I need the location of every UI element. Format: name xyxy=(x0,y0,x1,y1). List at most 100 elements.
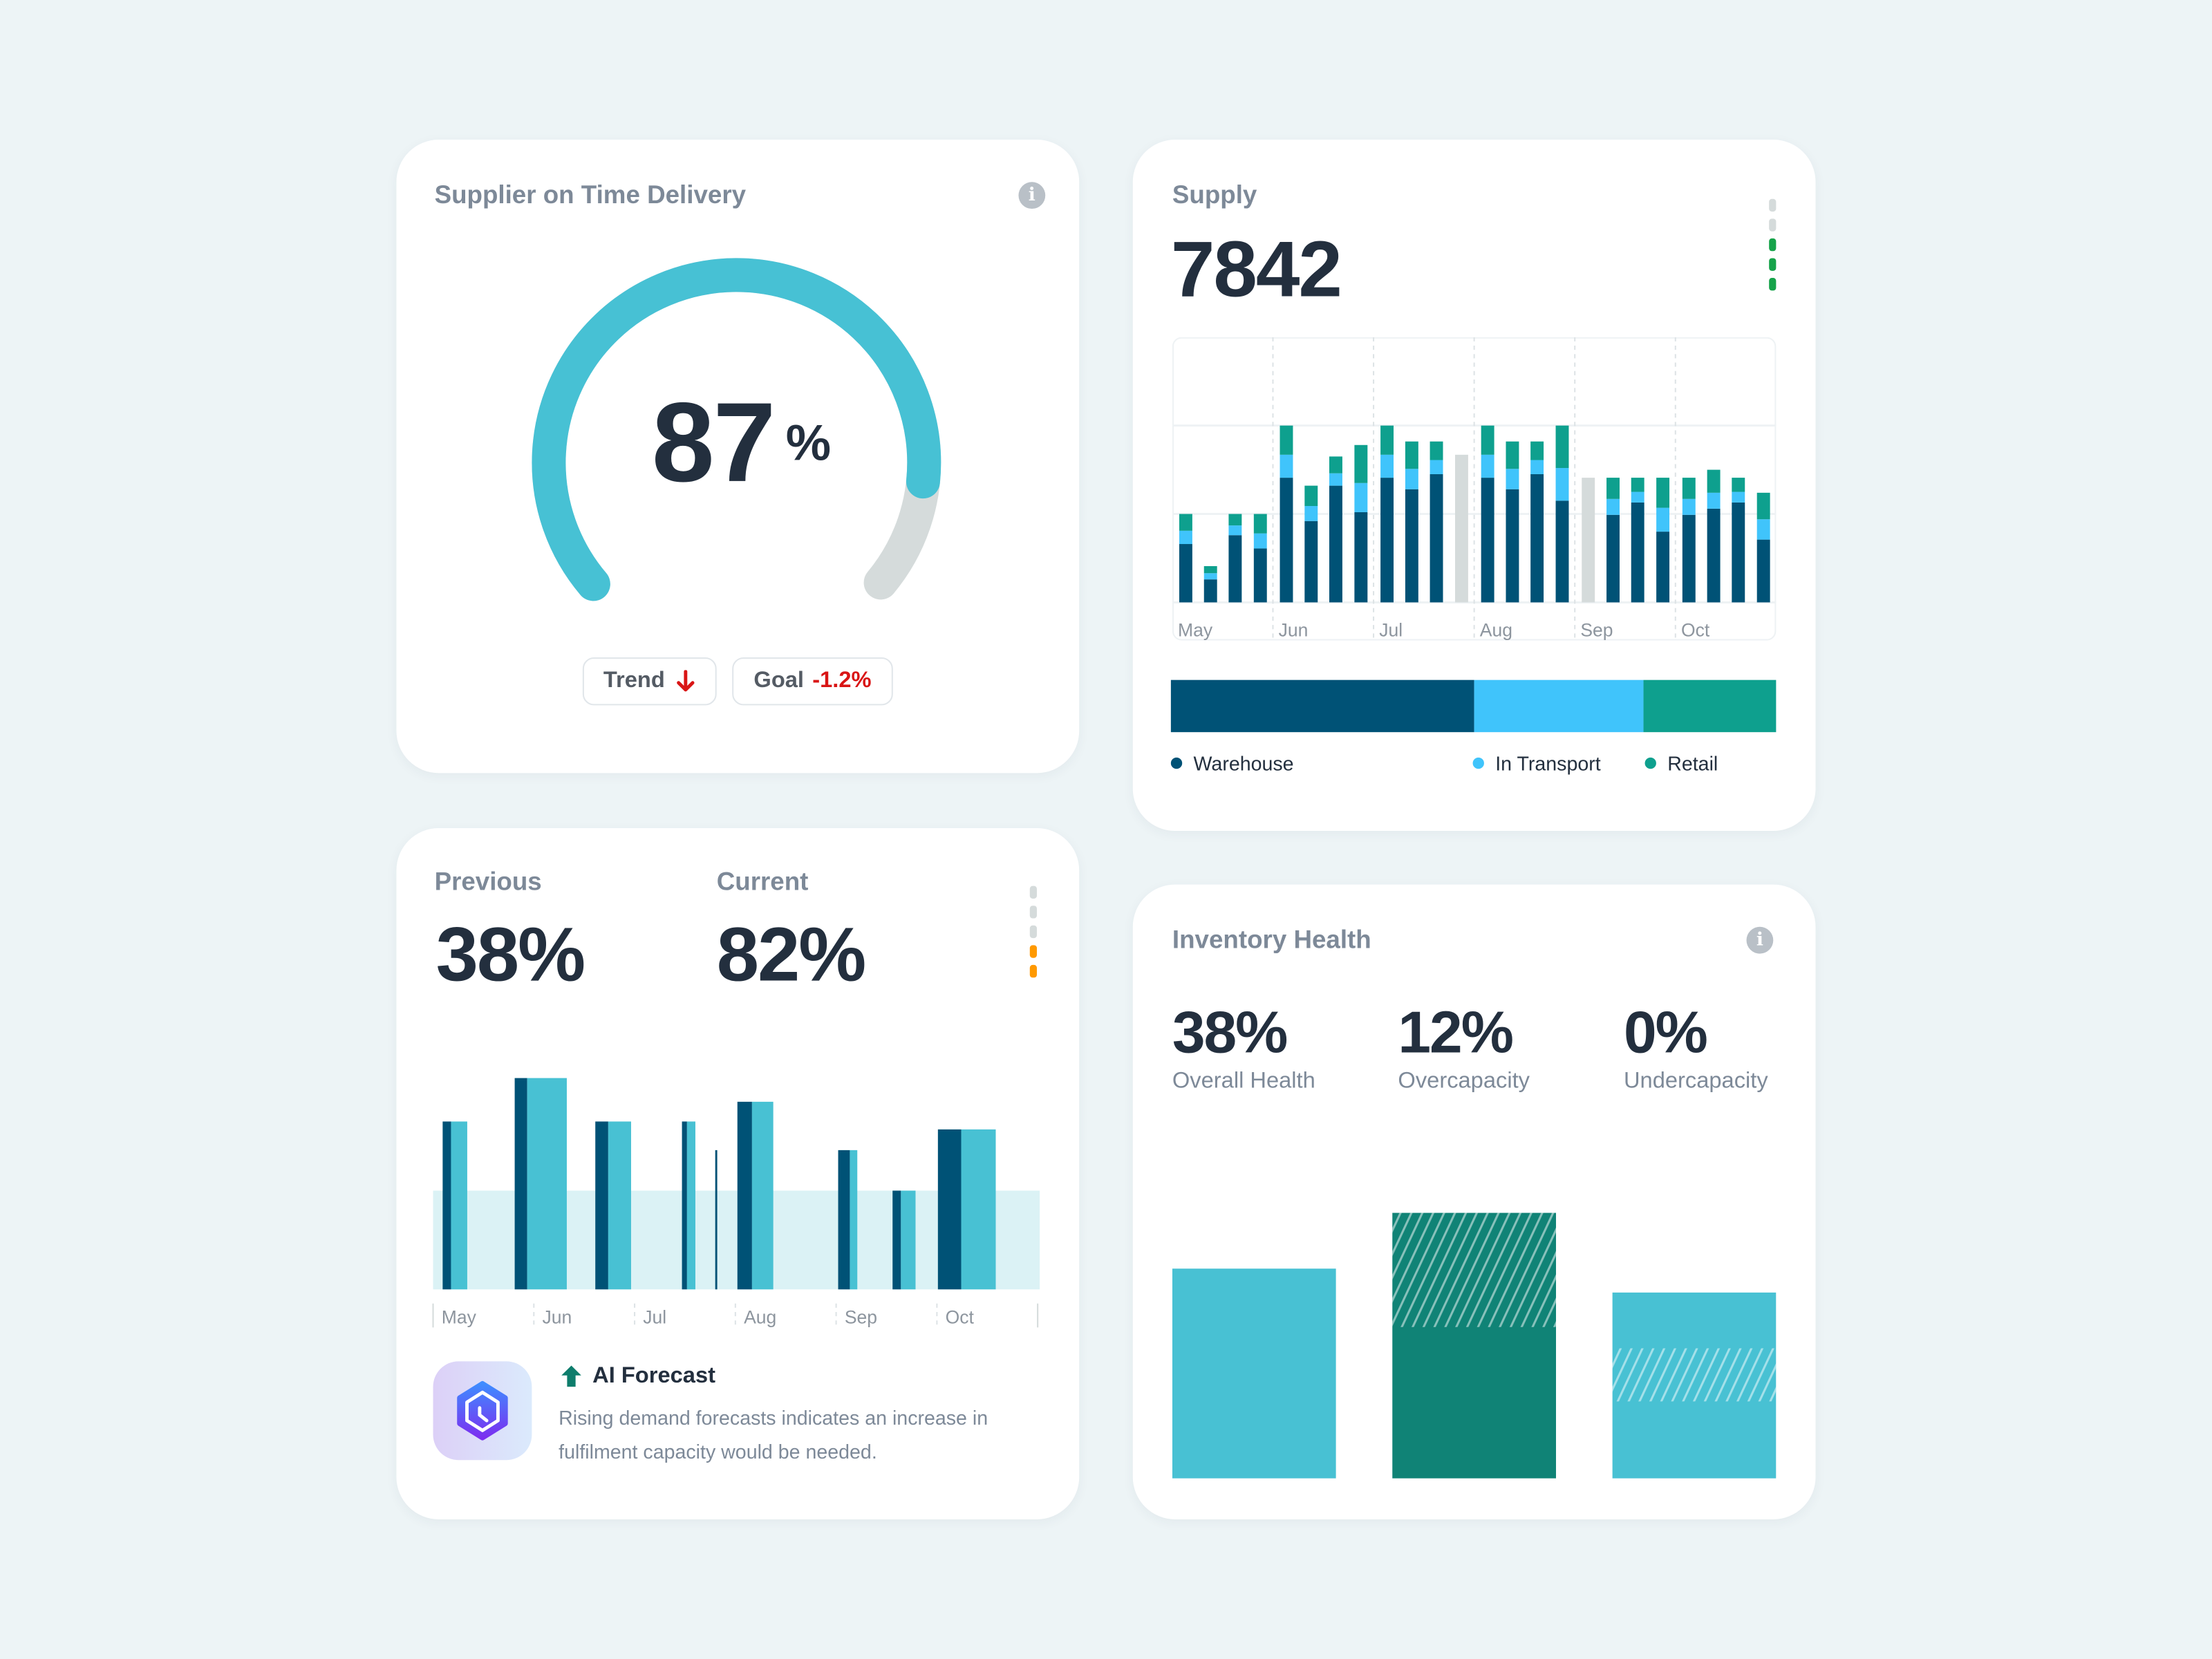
stat-overall-health-value: 38% xyxy=(1172,998,1288,1065)
x-tick-label: Aug xyxy=(1480,619,1512,640)
inventory-title: Inventory Health xyxy=(1172,925,1371,954)
x-tick-label: May xyxy=(1178,619,1213,640)
current-bar xyxy=(751,1101,774,1290)
warehouse-share xyxy=(1170,679,1474,733)
retail-bar-segment xyxy=(1631,478,1644,492)
ai-forecast-title: AI Forecast xyxy=(592,1364,715,1389)
retail-bar-segment xyxy=(1179,514,1192,531)
x-tick-label: Jun xyxy=(543,1306,572,1327)
retail-bar-segment xyxy=(1430,441,1443,460)
in-transport-bar-segment xyxy=(1304,506,1318,521)
in-transport-bar-segment xyxy=(1631,491,1644,503)
in-transport-share xyxy=(1473,679,1643,733)
pending-bar-segment xyxy=(1454,454,1468,603)
pending-bar-segment xyxy=(1582,478,1595,603)
in-transport-bar-segment xyxy=(1380,454,1394,478)
retail-dot xyxy=(1644,757,1656,769)
indicator-segment xyxy=(1029,925,1036,939)
x-tick-label: Jun xyxy=(1279,619,1309,640)
in-transport-bar-segment xyxy=(1606,498,1620,515)
current-bar xyxy=(686,1121,695,1290)
indicator-segment xyxy=(1029,945,1036,958)
current-bar xyxy=(961,1129,996,1290)
current-bar xyxy=(527,1078,567,1290)
stat-undercapacity-value: 0% xyxy=(1623,998,1708,1065)
supply-title: Supply xyxy=(1172,180,1257,209)
arrow-down-icon xyxy=(677,670,695,692)
retail-bar-segment xyxy=(1506,441,1519,469)
retail-bar-segment xyxy=(1280,425,1293,455)
in-transport-bar-segment xyxy=(1732,491,1745,503)
gauge-unit: % xyxy=(785,413,832,471)
gauge-fill xyxy=(532,258,941,601)
retail-share xyxy=(1642,679,1777,733)
current-bar xyxy=(451,1121,467,1290)
x-tick-label: Oct xyxy=(946,1306,975,1327)
inventory-bar xyxy=(1172,1268,1336,1479)
warehouse-bar-segment xyxy=(1430,474,1443,603)
stat-overcapacity-value: 12% xyxy=(1398,998,1513,1065)
current-label: Current xyxy=(716,868,809,896)
in-transport-bar-segment xyxy=(1354,482,1368,512)
warehouse-bar-segment xyxy=(1506,489,1519,603)
warehouse-bar-segment xyxy=(1606,514,1620,603)
retail-bar-segment xyxy=(1707,469,1721,493)
stat-overall-health-label: Overall Health xyxy=(1172,1069,1315,1094)
warehouse-bar-segment xyxy=(1203,579,1217,603)
warehouse-bar-segment xyxy=(1405,489,1418,603)
retail-bar-segment xyxy=(1203,565,1217,574)
warehouse-bar-segment xyxy=(1253,548,1267,603)
warehouse-bar-segment xyxy=(1631,502,1644,603)
previous-bar xyxy=(442,1121,451,1290)
previous-bar xyxy=(737,1101,752,1290)
legend-warehouse: Warehouse xyxy=(1170,752,1294,774)
in-transport-bar-segment xyxy=(1280,454,1293,478)
indicator-segment xyxy=(1769,278,1776,291)
in-transport-bar-segment xyxy=(1179,530,1192,545)
in-transport-bar-segment xyxy=(1756,519,1770,540)
indicator-segment xyxy=(1029,964,1036,978)
indicator-segment xyxy=(1769,198,1776,212)
in-transport-bar-segment xyxy=(1481,454,1494,478)
goal-button[interactable]: Goal -1.2% xyxy=(732,657,893,706)
goal-label: Goal xyxy=(753,668,805,693)
in-transport-bar-segment xyxy=(1506,469,1519,489)
x-tick-label: Jul xyxy=(643,1306,666,1327)
arrow-up-icon xyxy=(561,1365,581,1387)
retail-bar-segment xyxy=(1405,441,1418,469)
retail-bar-segment xyxy=(1732,478,1745,492)
retail-bar-segment xyxy=(1304,485,1318,507)
retail-bar-segment xyxy=(1555,425,1569,469)
previous-label: Previous xyxy=(434,868,542,896)
x-tick-label: Jul xyxy=(1379,619,1403,640)
current-bar xyxy=(608,1121,631,1290)
retail-bar-segment xyxy=(1530,441,1544,460)
in-transport-bar-segment xyxy=(1530,460,1544,474)
retail-bar-segment xyxy=(1354,444,1368,483)
previous-bar xyxy=(892,1190,901,1290)
previous-value: 38% xyxy=(435,912,586,997)
retail-bar-segment xyxy=(1682,478,1696,499)
gauge-value: 87 xyxy=(651,379,776,505)
inventory-bar-hatched-segment xyxy=(1392,1212,1557,1327)
in-transport-bar-segment xyxy=(1707,492,1721,509)
info-icon[interactable]: i xyxy=(1018,182,1046,209)
previous-bar xyxy=(682,1121,687,1290)
indicator-segment xyxy=(1029,885,1036,899)
warehouse-bar-segment xyxy=(1682,514,1696,603)
warehouse-bar-segment xyxy=(1280,478,1293,603)
in-transport-bar-segment xyxy=(1329,473,1342,486)
legend-in-transport: In Transport xyxy=(1472,752,1601,774)
trend-label: Trend xyxy=(603,668,665,693)
warehouse-bar-segment xyxy=(1329,485,1342,603)
in-transport-bar-segment xyxy=(1430,460,1443,474)
warehouse-bar-segment xyxy=(1656,532,1670,603)
retail-bar-segment xyxy=(1656,478,1670,508)
retail-bar-segment xyxy=(1756,492,1770,520)
stat-overcapacity-label: Overcapacity xyxy=(1398,1069,1530,1094)
warehouse-bar-segment xyxy=(1732,502,1745,603)
supply-share-bar xyxy=(1170,679,1777,733)
goal-value: -1.2% xyxy=(812,668,872,693)
trend-button[interactable]: Trend xyxy=(582,657,717,706)
info-icon[interactable]: i xyxy=(1746,926,1774,954)
